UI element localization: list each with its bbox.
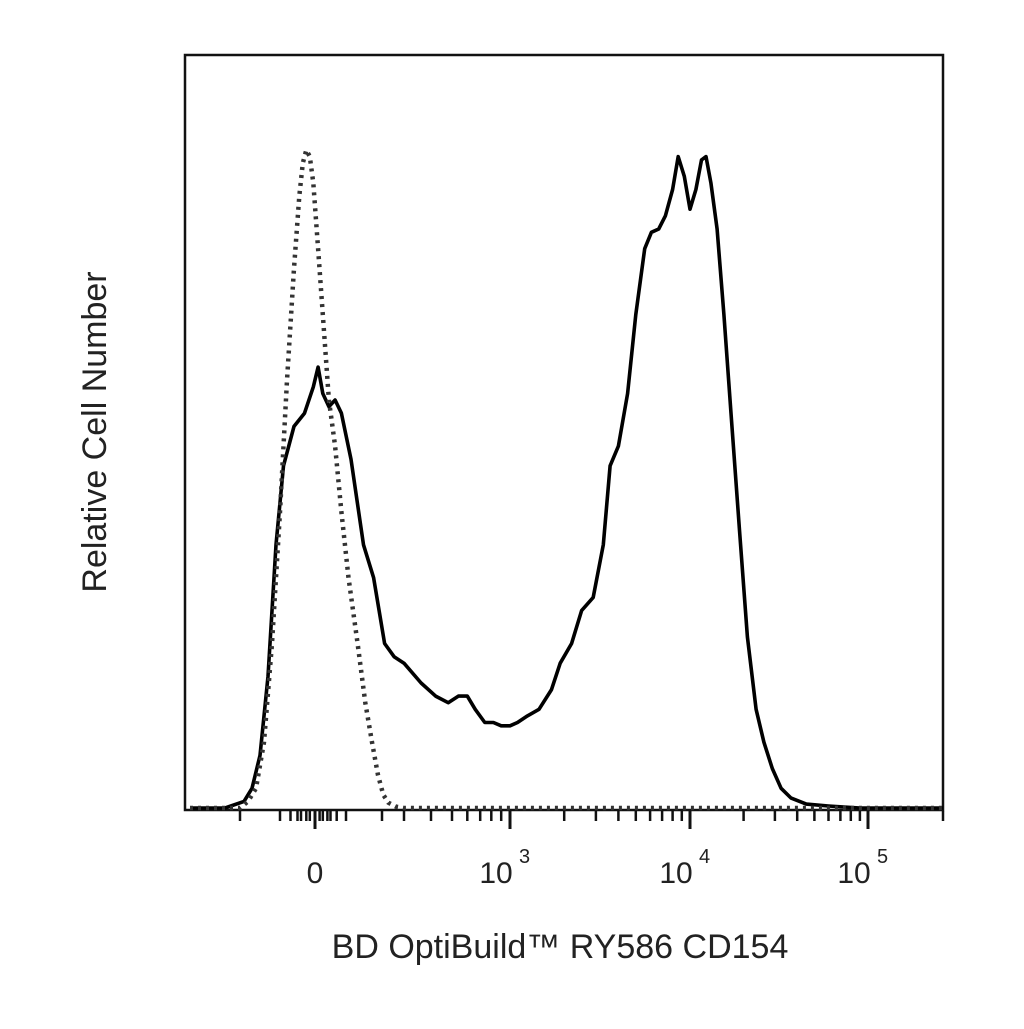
x-axis-title: BD OptiBuild™ RY586 CD154 xyxy=(332,928,789,966)
plot-frame xyxy=(183,53,945,812)
x-tick-label: 10 xyxy=(837,857,870,890)
x-tick-label-exponent: 5 xyxy=(877,846,888,868)
x-tick-label: 10 xyxy=(479,857,512,890)
x-tick-label-exponent: 4 xyxy=(699,846,710,868)
x-major-ticks xyxy=(313,811,870,829)
series-line-dotted xyxy=(190,143,943,811)
series-line-solid xyxy=(190,154,943,810)
x-tick-labels: 0 10 3 10 4 10 5 xyxy=(307,846,888,890)
x-minor-ticks xyxy=(238,811,945,821)
x-tick-label: 10 xyxy=(659,857,692,890)
y-axis-title: Relative Cell Number xyxy=(76,271,114,592)
x-tick-label: 0 xyxy=(307,857,324,890)
x-tick-label-exponent: 3 xyxy=(519,846,530,868)
